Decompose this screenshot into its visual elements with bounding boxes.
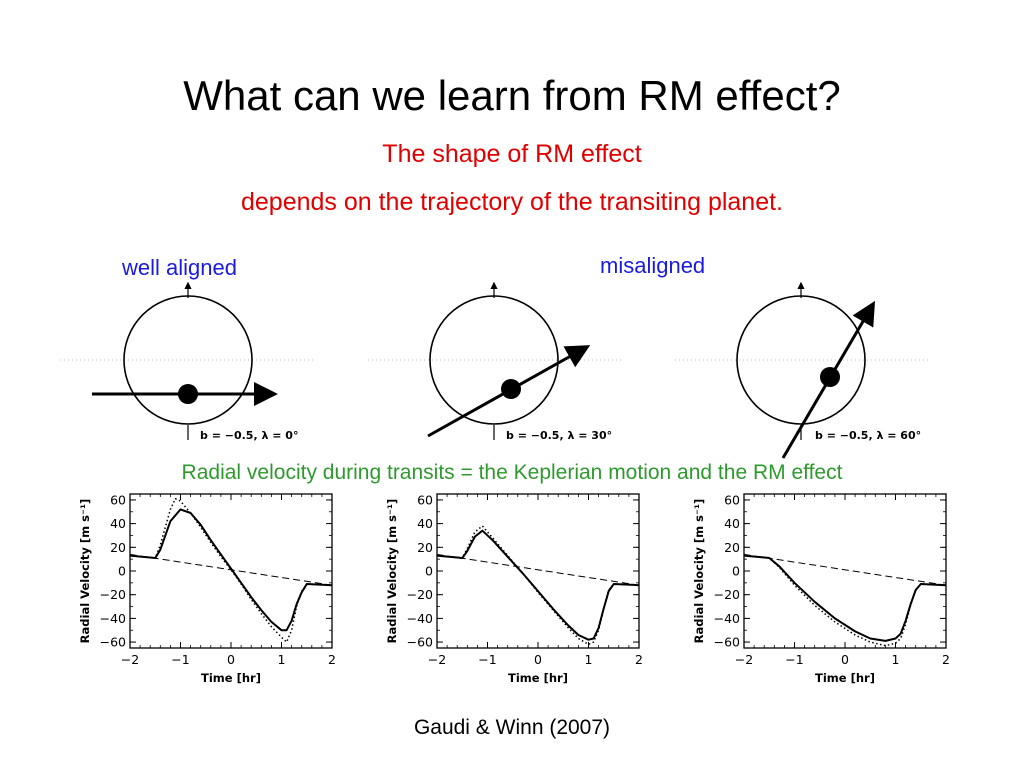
series-solid-line (436, 529, 640, 641)
y-tick-label: −40 (407, 611, 433, 626)
series-solid-line (129, 508, 333, 632)
x-tick-label: −1 (171, 652, 189, 667)
rv-chart-aligned: −2 −1 0 1 2 60 40 20 0 −20 −40 −60 Time [hr] Radial V… (78, 492, 336, 685)
x-tick-label: −2 (121, 652, 139, 667)
y-tick-label: 20 (724, 540, 740, 555)
series-dotted-line (743, 554, 947, 647)
star-disk (736, 295, 866, 425)
x-tick-label: −2 (735, 652, 753, 667)
series-dotted-line (129, 497, 333, 643)
x-tick-label: 1 (278, 652, 286, 667)
x-tick-label: 1 (585, 652, 593, 667)
y-tick-label: 20 (110, 540, 126, 555)
label-well-aligned: well aligned (122, 255, 237, 280)
y-axis-title: Radial Velocity [m s⁻¹] (385, 499, 399, 644)
x-tick-label: 0 (227, 652, 235, 667)
x-tick-label: 1 (892, 652, 900, 667)
y-tick-label: 20 (417, 540, 433, 555)
series-dotted-line (436, 525, 640, 646)
x-tick-label: 2 (942, 652, 950, 667)
rv-chart-misaligned-30: −2 −1 0 1 2 60 40 20 0 −20 −40 −60 Time [hr] Radial V… (385, 492, 643, 685)
series-dashed-line (436, 553, 640, 586)
y-tick-label: 0 (118, 564, 126, 579)
x-axis-title: Time [hr] (508, 671, 568, 685)
y-tick-label: 40 (110, 516, 126, 531)
series-solid-line (743, 554, 947, 642)
y-tick-label: −60 (407, 635, 433, 650)
star-disk (429, 295, 559, 425)
series-dashed-line (743, 553, 947, 586)
y-tick-label: −20 (100, 587, 126, 602)
y-tick-label: −20 (407, 587, 433, 602)
x-tick-label: −1 (785, 652, 803, 667)
y-tick-label: −20 (714, 587, 740, 602)
y-tick-label: 40 (417, 516, 433, 531)
x-tick-label: 2 (328, 652, 336, 667)
planet-dot (178, 384, 198, 404)
subtitle-line-2: depends on the trajectory of the transit… (240, 188, 784, 216)
series-dashed-line (129, 553, 333, 586)
caption-radial-velocity: Radial velocity during transits = the Ke… (181, 461, 843, 484)
y-tick-label: 0 (732, 564, 740, 579)
citation: Gaudi & Winn (2007) (413, 716, 611, 739)
x-axis-title: Time [hr] (201, 671, 261, 685)
diagram-label: b = −0.5, λ = 0° (200, 429, 298, 442)
subtitle-line-1: The shape of RM effect (382, 140, 642, 168)
x-axis-title: Time [hr] (815, 671, 875, 685)
y-axis-title: Radial Velocity [m s⁻¹] (78, 499, 92, 644)
y-tick-label: 60 (724, 492, 740, 507)
y-tick-label: −60 (714, 635, 740, 650)
rv-chart-misaligned-60: −2 −1 0 1 2 60 40 20 0 −20 −40 −60 Time [hr] Radial V… (692, 492, 950, 685)
x-tick-label: 2 (635, 652, 643, 667)
y-tick-label: −60 (100, 635, 126, 650)
y-tick-label: 0 (425, 564, 433, 579)
y-axis-title: Radial Velocity [m s⁻¹] (692, 499, 706, 644)
y-tick-label: 60 (110, 492, 126, 507)
diagram-misaligned-30: b = −0.5, λ = 30° (368, 281, 622, 442)
x-tick-label: 0 (534, 652, 542, 667)
diagram-aligned: b = −0.5, λ = 0° (60, 281, 315, 442)
y-tick-label: 60 (417, 492, 433, 507)
diagram-label: b = −0.5, λ = 60° (815, 429, 921, 442)
star-disk (123, 295, 253, 425)
x-tick-label: −1 (478, 652, 496, 667)
y-tick-label: 40 (724, 516, 740, 531)
diagram-misaligned-60: b = −0.5, λ = 60° (675, 281, 930, 459)
label-misaligned: misaligned (600, 253, 706, 278)
planet-dot (820, 367, 840, 387)
plot-frame (436, 493, 640, 649)
planet-dot (501, 379, 521, 399)
y-tick-label: −40 (100, 611, 126, 626)
x-tick-label: 0 (841, 652, 849, 667)
y-tick-label: −40 (714, 611, 740, 626)
diagram-label: b = −0.5, λ = 30° (506, 429, 612, 442)
slide-title: What can we learn from RM effect? (183, 72, 841, 119)
x-tick-label: −2 (428, 652, 446, 667)
